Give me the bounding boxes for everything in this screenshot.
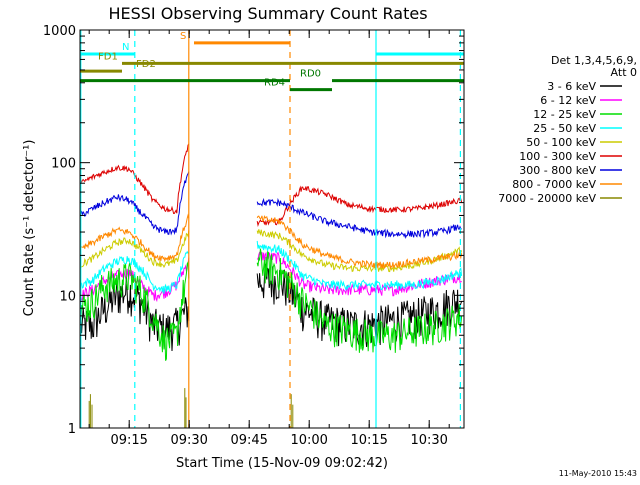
y-tick-label-3: 1000 xyxy=(43,24,76,39)
flag-label-fd2: FD2 xyxy=(136,59,156,70)
flag-label-n: N xyxy=(122,42,129,53)
chart-title: HESSI Observing Summary Count Rates xyxy=(108,4,427,23)
legend-entry-4: 50 - 100 keV xyxy=(526,136,596,149)
legend-entry-8: 7000 - 20000 keV xyxy=(498,192,596,205)
legend-entry-0: 3 - 6 keV xyxy=(547,80,596,93)
footer-timestamp: 11-May-2010 15:43 xyxy=(559,469,637,478)
x-tick-label-5: 10:30 xyxy=(410,433,447,448)
plot-frame xyxy=(79,29,465,429)
legend-entry-3: 25 - 50 keV xyxy=(533,122,596,135)
x-tick-label-2: 09:45 xyxy=(230,433,267,448)
flag-label-rd0: RD0 xyxy=(300,69,321,80)
flag-label-rd4: RD4 xyxy=(264,78,285,89)
series-line-3 xyxy=(80,240,463,294)
y-axis-label: Count Rate (s⁻¹ detector⁻¹) xyxy=(22,140,37,317)
legend-entry-5: 100 - 300 keV xyxy=(519,150,596,163)
series-line-6 xyxy=(80,171,462,240)
legend-entry-1: 6 - 12 keV xyxy=(540,94,596,107)
legend-header-0: Det 1,3,4,5,6,9, xyxy=(551,54,637,67)
legend-entry-2: 12 - 25 keV xyxy=(533,108,596,121)
flag-label-s: S xyxy=(180,31,186,42)
legend-entry-7: 800 - 7000 keV xyxy=(512,178,596,191)
legend-entry-6: 300 - 800 keV xyxy=(519,164,596,177)
y-tick-label-2: 100 xyxy=(51,157,76,172)
y-tick-label-1: 10 xyxy=(59,289,76,304)
flag-label-fd1: FD1 xyxy=(98,51,118,62)
x-tick-label-3: 10:00 xyxy=(290,433,327,448)
legend-header-1: Att 0 xyxy=(611,66,637,79)
series-line-7 xyxy=(80,213,463,270)
x-tick-label-1: 09:30 xyxy=(170,433,207,448)
series-line-5 xyxy=(80,143,463,227)
x-tick-label-4: 10:15 xyxy=(350,433,387,448)
y-tick-label-0: 1 xyxy=(68,422,76,437)
x-axis-label: Start Time (15-Nov-09 09:02:42) xyxy=(176,456,388,471)
x-tick-label-0: 09:15 xyxy=(110,433,147,448)
